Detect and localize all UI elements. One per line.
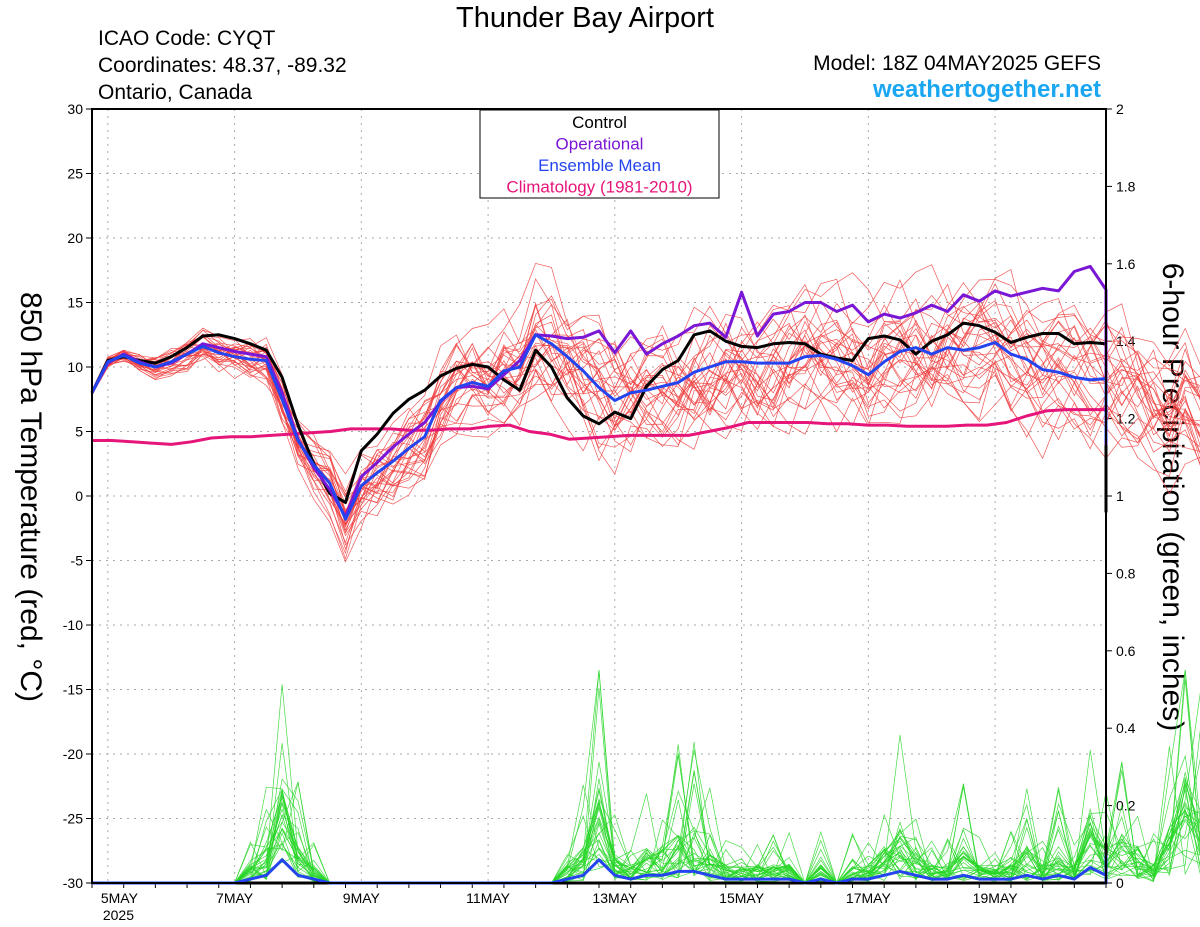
y-tick-label-left: 5: [75, 424, 83, 440]
plot-frame: [91, 108, 1107, 884]
ensemble-temperature-member: [91, 304, 1200, 546]
legend-item: Control: [572, 113, 627, 132]
y-tick-label-left: 30: [67, 101, 83, 117]
ensemble-temperature-member: [91, 264, 1200, 475]
y-tick-label-right: 1.2: [1116, 411, 1136, 427]
y-tick-label-right: 0.6: [1116, 643, 1136, 659]
y-tick-label-right: 1.6: [1116, 256, 1136, 272]
ensemble-temperature-member: [91, 303, 1200, 551]
y-tick-label-left: 15: [67, 295, 83, 311]
grid: [92, 109, 1106, 883]
legend: Control Operational Ensemble Mean Climatolo…: [479, 109, 720, 199]
page-title: Thunder Bay Airport: [456, 2, 714, 34]
ensemble-temperature-member: [91, 283, 1200, 555]
x-tick-label: 5MAY: [101, 890, 139, 906]
y-tick-label-right: 1: [1116, 488, 1124, 504]
brand-link[interactable]: weathertogether.net: [872, 76, 1101, 103]
ensemble-temperature-member: [91, 298, 1200, 505]
y-tick-label-left: 20: [67, 230, 83, 246]
ensemble-temperature-member: [91, 313, 1200, 526]
region: Ontario, Canada: [98, 81, 253, 104]
x-year-label: 2025: [103, 907, 134, 923]
ensemble-temperature-member: [91, 279, 1200, 518]
ensemble-temperature-member: [91, 298, 1200, 495]
x-tick-label: 19MAY: [973, 890, 1019, 906]
y-tick-label-right: 0.4: [1116, 720, 1136, 736]
x-tick-label: 13MAY: [592, 890, 638, 906]
legend-item: Climatology (1981-2010): [506, 178, 692, 197]
ensemble-temperature-member: [91, 294, 1200, 514]
x-tick-label: 15MAY: [719, 890, 765, 906]
y-tick-label-left: -10: [63, 617, 83, 633]
y-tick-label-left: -15: [63, 682, 83, 698]
y-tick-label-right: 0.8: [1116, 565, 1136, 581]
y-tick-label-left: 10: [67, 359, 83, 375]
ensemble-temperature-member: [91, 272, 1200, 510]
x-tick-label: 11MAY: [466, 890, 510, 906]
y-tick-label-left: 0: [75, 488, 83, 504]
x-tick-label: 9MAY: [343, 890, 381, 906]
x-tick-label: 7MAY: [216, 890, 254, 906]
ensemble-temperature-member: [91, 299, 1200, 522]
model-run: Model: 18Z 04MAY2025 GEFS: [813, 52, 1101, 75]
axis-ticks: 302520151050-5-10-15-20-25-3021.81.61.41…: [63, 101, 1136, 923]
legend-item: Operational: [556, 135, 644, 154]
y-tick-label-left: 25: [67, 166, 83, 182]
legend-box: [479, 109, 720, 199]
legend-item: Ensemble Mean: [538, 156, 661, 175]
ensemble-temperature-member: [91, 278, 1200, 527]
ensemble-precipitation-member: [92, 784, 1200, 884]
operational-line: [90, 264, 1108, 519]
ensemble-temperature-member: [91, 342, 1200, 544]
ensemble-temperature-member: [91, 309, 1200, 531]
y-tick-label-right: 0.2: [1116, 798, 1136, 814]
y-tick-label-right: 2: [1116, 101, 1124, 117]
climatology-line: [92, 408, 1106, 446]
y-tick-label-right: 1.8: [1116, 178, 1136, 194]
y-tick-label-right: 0: [1116, 875, 1124, 891]
coordinates: Coordinates: 48.37, -89.32: [98, 54, 347, 77]
y-tick-label-left: -20: [63, 746, 83, 762]
y-tick-label-left: -30: [63, 875, 83, 891]
icao-code: ICAO Code: CYQT: [98, 27, 276, 50]
ensemble-precipitation-member: [92, 746, 1200, 884]
y-tick-label-left: -25: [63, 811, 83, 827]
ensemble-temperature-member: [91, 328, 1200, 563]
y-tick-label-left: -5: [71, 553, 84, 569]
x-tick-label: 17MAY: [846, 890, 892, 906]
ensemble-temperature-member: [91, 262, 1200, 513]
